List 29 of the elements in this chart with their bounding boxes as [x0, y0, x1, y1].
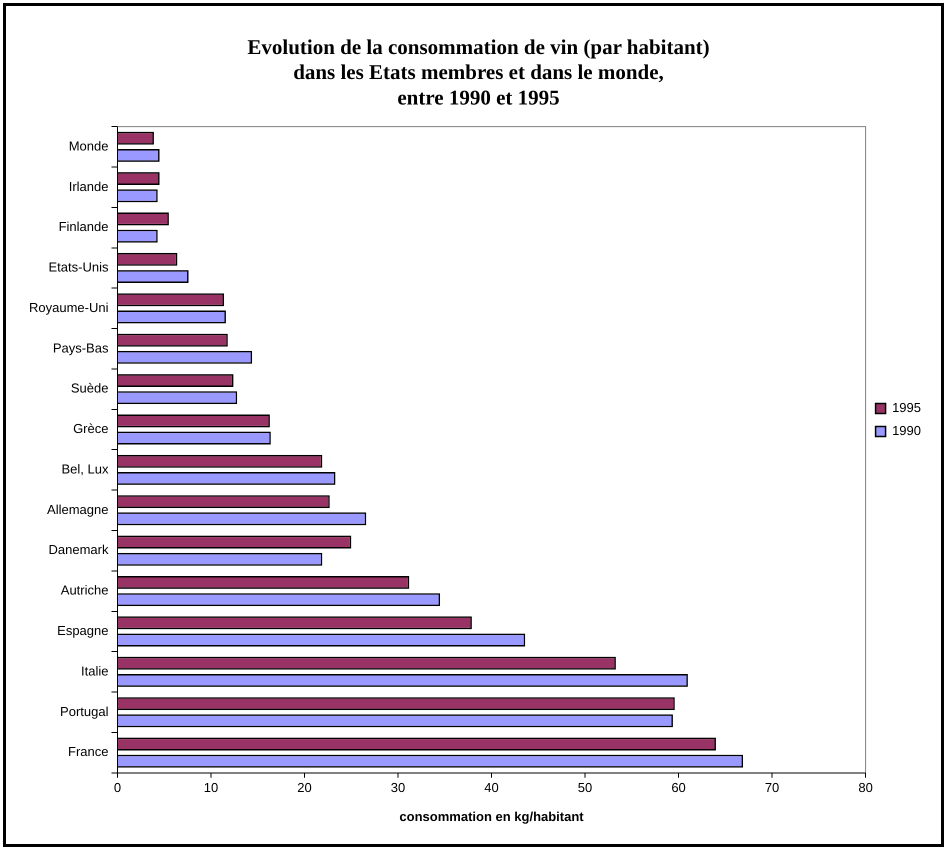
y-tick-label: Monde: [68, 138, 108, 154]
y-tick-label: Espagne: [57, 623, 108, 638]
y-tick-label: Suède: [70, 380, 108, 396]
legend-label: 1995: [892, 400, 921, 416]
x-axis-title: consommation en kg/habitant: [399, 808, 584, 824]
x-tick-label: 60: [671, 780, 686, 796]
x-tick-label: 40: [484, 780, 499, 796]
y-tick-label: Irlande: [68, 178, 108, 194]
x-tick-label: 10: [204, 780, 218, 796]
x-tick-label: 30: [390, 780, 406, 796]
x-tick-label: 50: [578, 780, 592, 796]
y-tick-label: Allemagne: [47, 502, 108, 517]
y-tick-label: Royaume-Uni: [28, 300, 109, 315]
x-tick-label: 0: [114, 780, 122, 796]
y-tick-label: France: [68, 744, 108, 760]
x-tick-label: 20: [297, 780, 312, 796]
y-tick-label: Bel, Lux: [61, 461, 109, 476]
y-tick-label: Autriche: [60, 582, 108, 598]
x-tick-label: 70: [764, 780, 780, 796]
y-tick-label: Italie: [81, 663, 108, 678]
y-tick-label: Danemark: [48, 542, 109, 558]
chart-title: Evolution de la consommation de vin (par habitant) dans les Etats membres et dans le monde, entre 1990 et 1995: [247, 35, 710, 110]
y-tick-label: Grèce: [73, 421, 108, 436]
y-tick-label: Etats-Unis: [48, 260, 109, 275]
x-tick-label: 80: [858, 780, 873, 796]
y-tick-label: Finlande: [58, 219, 108, 234]
y-tick-label: Portugal: [60, 704, 109, 719]
legend-label: 1990: [892, 423, 921, 438]
y-tick-label: Pays-Bas: [52, 340, 109, 356]
